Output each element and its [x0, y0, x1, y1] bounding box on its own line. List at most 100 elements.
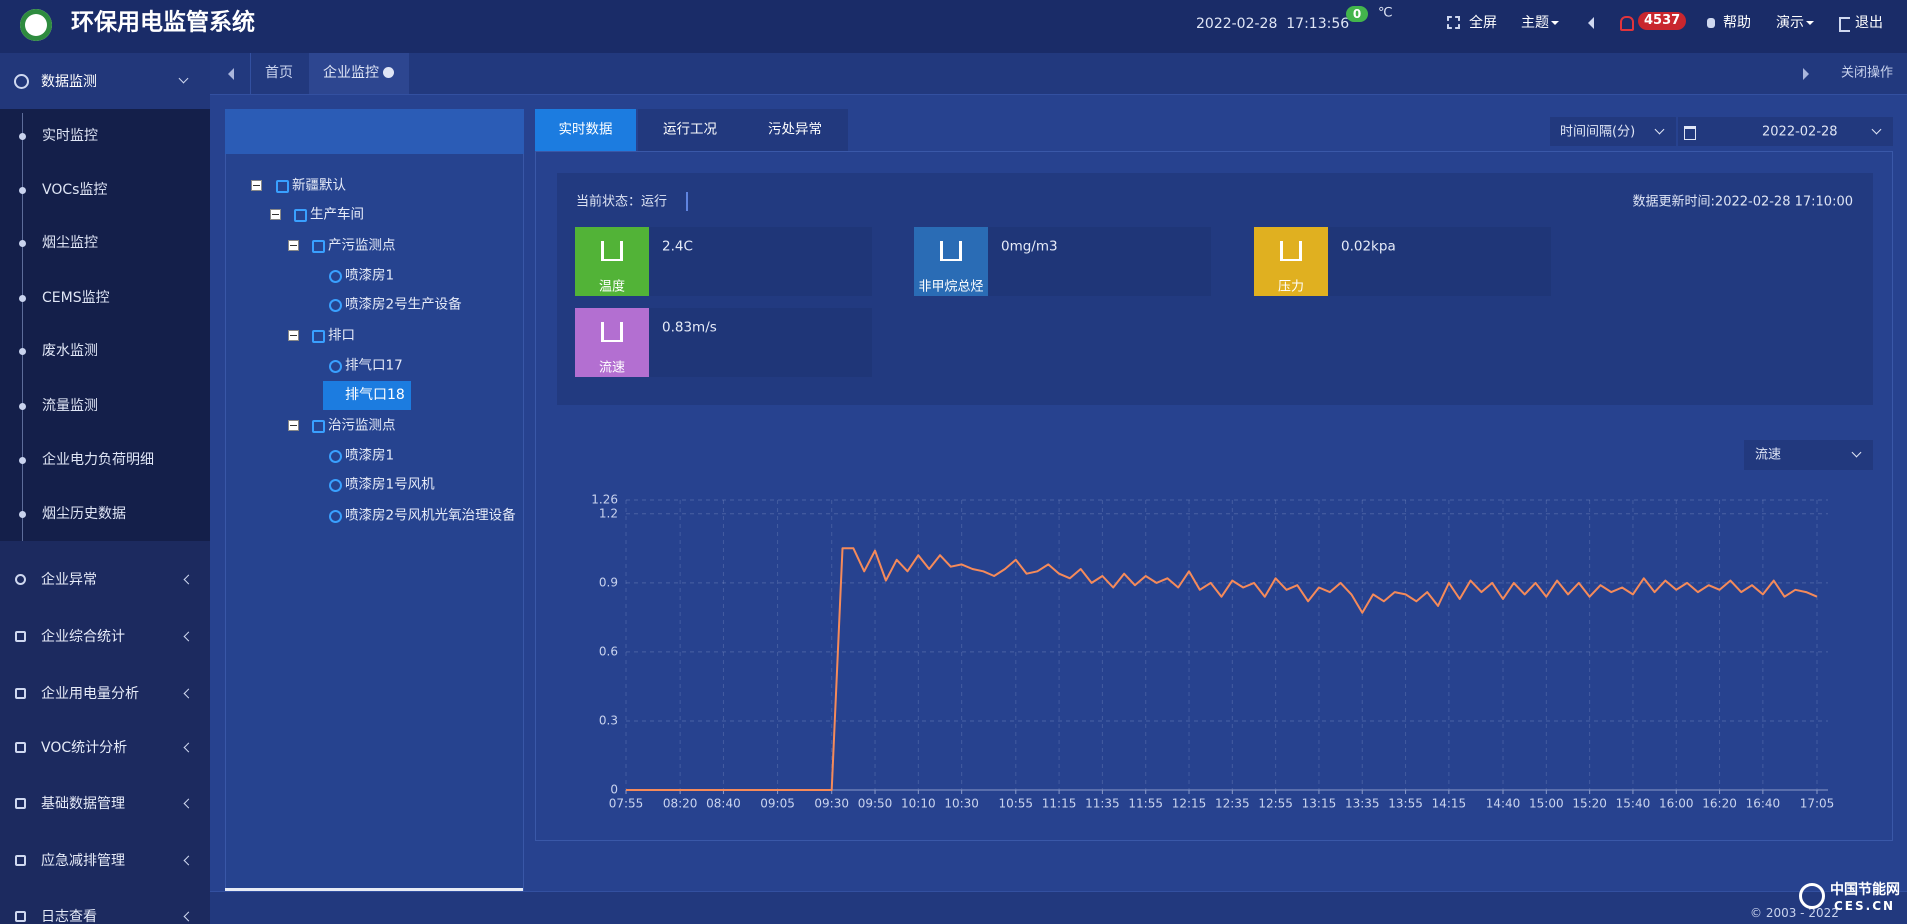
- submenu-item[interactable]: VOCs监控: [42, 182, 108, 198]
- watermark: 中国节能网: [1830, 882, 1900, 898]
- tree-node[interactable]: 喷漆房1: [345, 447, 395, 464]
- tree-node[interactable]: 喷漆房2号生产设备: [345, 296, 462, 313]
- sidebar-active-header[interactable]: [0, 53, 210, 109]
- menu-item[interactable]: 基础数据管理: [41, 796, 125, 812]
- interval-select[interactable]: [1550, 117, 1676, 146]
- menu-icon: [15, 798, 26, 809]
- fullscreen-icon[interactable]: [1447, 16, 1460, 29]
- panel-tab-label: 运行工况: [663, 121, 717, 138]
- card-icon-bg: [575, 227, 649, 296]
- bell-icon[interactable]: [1620, 16, 1634, 31]
- tree-icon: [276, 180, 289, 193]
- chart-selector[interactable]: [1744, 440, 1873, 470]
- date-value: 2022-02-28: [1762, 124, 1838, 140]
- content-box: [535, 151, 1893, 841]
- tree-expander: [288, 420, 299, 431]
- card-label: 流速: [598, 360, 626, 376]
- demo[interactable]: 演示: [1776, 15, 1804, 31]
- card-value: 0.02kpa: [1341, 238, 1396, 255]
- tab-prev[interactable]: [210, 53, 251, 94]
- menu-icon: [15, 855, 26, 866]
- panel-tab[interactable]: [742, 109, 848, 151]
- submenu-line: [22, 113, 23, 541]
- tree-expander: [251, 180, 262, 191]
- tree-node[interactable]: 产污监测点: [328, 237, 396, 254]
- tab[interactable]: 首页: [265, 65, 293, 81]
- temp-unit: ℃: [1378, 5, 1393, 21]
- submenu-dot: [19, 133, 26, 140]
- card-icon: [940, 241, 962, 261]
- help[interactable]: 帮助: [1723, 15, 1751, 31]
- tree-node[interactable]: 喷漆房2号风机光氧治理设备: [345, 507, 516, 524]
- fullscreen[interactable]: 全屏: [1469, 15, 1497, 31]
- card-icon: [1280, 241, 1302, 261]
- prev-arrow[interactable]: [1582, 17, 1594, 29]
- submenu-item[interactable]: 实时监控: [42, 128, 98, 144]
- submenu-dot: [19, 348, 26, 355]
- tree-node[interactable]: 喷漆房1号风机: [345, 476, 435, 493]
- menu-item[interactable]: 应急减排管理: [41, 853, 125, 869]
- logout[interactable]: 退出: [1855, 15, 1883, 31]
- tree-node[interactable]: 新疆默认: [292, 177, 346, 194]
- close-ops[interactable]: 关闭操作: [1841, 65, 1894, 81]
- tab-close[interactable]: [383, 67, 394, 78]
- card-value: 2.4C: [662, 238, 693, 255]
- tree-selected: [323, 381, 411, 410]
- submenu-dot: [19, 187, 26, 194]
- app-title: 环保用电监管系统: [71, 9, 255, 36]
- theme-caret: [1551, 21, 1559, 29]
- status: 当前状态：运行: [576, 194, 668, 210]
- card-icon-bg: [1254, 227, 1328, 296]
- tree-icon: [312, 330, 325, 343]
- tab-next-arrow[interactable]: [1803, 68, 1815, 80]
- date-input[interactable]: [1678, 117, 1893, 146]
- tree-icon: [329, 299, 342, 312]
- theme[interactable]: 主题: [1521, 15, 1549, 31]
- card-icon-bg: [914, 227, 988, 296]
- tree-node[interactable]: 排气口17: [345, 357, 403, 374]
- menu-icon: [15, 742, 26, 753]
- menu-item[interactable]: VOC统计分析: [41, 740, 128, 756]
- submenu-item[interactable]: 烟尘监控: [42, 235, 98, 251]
- alert-badge[interactable]: 4537: [1638, 12, 1687, 30]
- copyright: © 2003 - 2022: [1750, 906, 1839, 920]
- tree-node[interactable]: 排气口18: [345, 387, 405, 403]
- tab[interactable]: 企业监控: [323, 65, 379, 81]
- submenu-item[interactable]: 流量监测: [42, 398, 98, 414]
- menu-item[interactable]: 企业异常: [41, 572, 97, 588]
- submenu-dot: [19, 403, 26, 410]
- submenu-item[interactable]: 烟尘历史数据: [42, 506, 126, 522]
- submenu-dot: [19, 511, 26, 518]
- submenu-dot: [19, 240, 26, 247]
- tree-icon: [329, 479, 342, 492]
- card-value: 0mg/m3: [1001, 238, 1058, 255]
- help-icon: [1707, 18, 1715, 28]
- menu-item[interactable]: 企业综合统计: [41, 629, 125, 645]
- active-menu[interactable]: 数据监测: [41, 74, 97, 90]
- submenu-item[interactable]: 废水监测: [42, 343, 98, 359]
- watermark-logo: [1799, 883, 1825, 909]
- tree-node[interactable]: 排口: [328, 327, 355, 344]
- logo: [20, 9, 52, 41]
- tree-expander: [288, 240, 299, 251]
- tree-node[interactable]: 治污监测点: [328, 417, 396, 434]
- menu-item[interactable]: 企业用电量分析: [41, 686, 139, 702]
- tree-node[interactable]: 生产车间: [310, 206, 364, 223]
- logout-icon: [1839, 17, 1850, 32]
- selector-label: 流速: [1755, 447, 1782, 463]
- submenu-item[interactable]: 企业电力负荷明细: [42, 452, 154, 468]
- update-time: 数据更新时间:2022-02-28 17:10:00: [1632, 194, 1853, 210]
- tree-icon: [312, 240, 325, 253]
- menu-icon: [15, 631, 26, 642]
- footer: [210, 891, 1907, 924]
- tree-node[interactable]: 喷漆房1: [345, 267, 395, 284]
- card-label: 非甲烷总烃: [918, 279, 984, 295]
- menu-item[interactable]: 日志查看: [41, 909, 97, 924]
- temp-badge: 0: [1346, 6, 1368, 22]
- submenu-item[interactable]: CEMS监控: [42, 290, 110, 306]
- panel-tab[interactable]: [638, 109, 742, 151]
- panel-tab[interactable]: [535, 109, 636, 151]
- menu-icon: [15, 574, 26, 585]
- demo-caret: [1806, 21, 1814, 29]
